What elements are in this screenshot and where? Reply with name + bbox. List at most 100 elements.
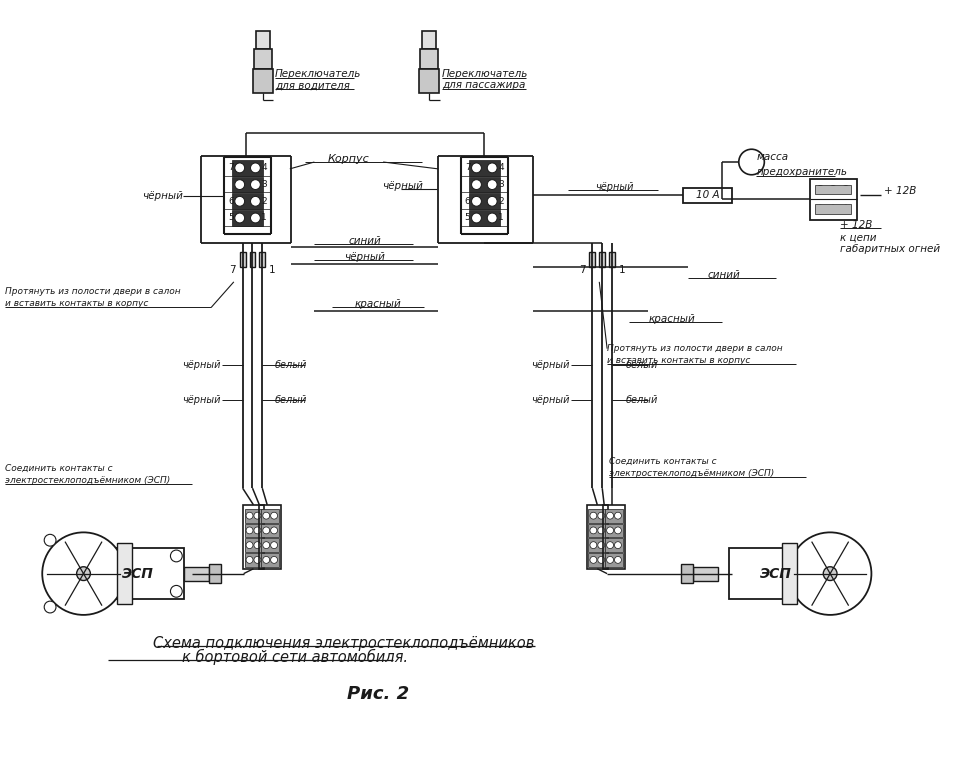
Text: габаритных огней: габаритных огней bbox=[840, 244, 940, 254]
Circle shape bbox=[471, 180, 481, 190]
Bar bbox=[468, 160, 500, 176]
Bar bbox=[117, 544, 132, 604]
Bar bbox=[599, 252, 605, 267]
Bar bbox=[468, 210, 500, 226]
Text: 5: 5 bbox=[228, 214, 233, 223]
Circle shape bbox=[271, 557, 277, 564]
Circle shape bbox=[829, 186, 837, 194]
Circle shape bbox=[842, 186, 850, 194]
Circle shape bbox=[614, 512, 621, 519]
Text: 4: 4 bbox=[261, 163, 267, 173]
Circle shape bbox=[44, 601, 56, 613]
Bar bbox=[605, 538, 623, 552]
Text: синий: синий bbox=[348, 236, 381, 246]
Circle shape bbox=[246, 512, 253, 519]
Bar bbox=[605, 524, 623, 537]
Circle shape bbox=[471, 197, 481, 206]
Circle shape bbox=[816, 186, 825, 194]
Circle shape bbox=[607, 527, 613, 534]
Bar bbox=[809, 179, 856, 220]
Circle shape bbox=[614, 527, 621, 534]
Text: + 12В: + 12В bbox=[884, 187, 917, 197]
Circle shape bbox=[598, 557, 605, 564]
Bar bbox=[683, 187, 732, 204]
Bar bbox=[259, 252, 265, 267]
Bar bbox=[588, 538, 606, 552]
Bar bbox=[184, 567, 208, 581]
Circle shape bbox=[842, 205, 850, 213]
Text: чёрный: чёрный bbox=[142, 191, 182, 201]
Text: чёрный: чёрный bbox=[531, 395, 570, 405]
Circle shape bbox=[251, 180, 260, 190]
Text: 7: 7 bbox=[579, 265, 586, 275]
Circle shape bbox=[590, 512, 597, 519]
Bar bbox=[422, 32, 436, 49]
Bar bbox=[232, 160, 263, 176]
Bar bbox=[603, 505, 625, 569]
Text: Корпус: Корпус bbox=[328, 154, 370, 164]
Bar bbox=[605, 553, 623, 567]
Bar bbox=[240, 252, 246, 267]
Circle shape bbox=[598, 542, 605, 549]
Text: белый: белый bbox=[626, 360, 659, 370]
Text: 6: 6 bbox=[465, 197, 470, 206]
Text: 5: 5 bbox=[465, 214, 470, 223]
Circle shape bbox=[590, 542, 597, 549]
Circle shape bbox=[590, 527, 597, 534]
Text: Рис. 2: Рис. 2 bbox=[348, 685, 409, 703]
Text: 7: 7 bbox=[228, 163, 233, 173]
Circle shape bbox=[824, 567, 837, 581]
Bar bbox=[250, 252, 255, 267]
Circle shape bbox=[254, 557, 261, 564]
Circle shape bbox=[488, 163, 497, 173]
Bar bbox=[261, 524, 279, 537]
Text: 4: 4 bbox=[498, 163, 504, 173]
Bar bbox=[730, 548, 823, 599]
Circle shape bbox=[235, 163, 245, 173]
Circle shape bbox=[235, 213, 245, 223]
Circle shape bbox=[598, 527, 605, 534]
Bar bbox=[245, 538, 262, 552]
Circle shape bbox=[614, 542, 621, 549]
Circle shape bbox=[271, 527, 277, 534]
Circle shape bbox=[488, 213, 497, 223]
Text: белый: белый bbox=[626, 395, 659, 405]
Text: 10 А: 10 А bbox=[696, 190, 719, 200]
Bar bbox=[256, 32, 270, 49]
Bar bbox=[609, 252, 615, 267]
Text: Протянуть из полости двери в салон: Протянуть из полости двери в салон bbox=[5, 287, 180, 296]
Circle shape bbox=[590, 557, 597, 564]
Bar bbox=[259, 505, 281, 569]
Text: чёрный: чёрный bbox=[344, 252, 385, 262]
Text: для водителя: для водителя bbox=[276, 80, 350, 90]
Circle shape bbox=[235, 197, 245, 206]
Text: Схема подключения электростеклоподъёмников: Схема подключения электростеклоподъёмник… bbox=[154, 636, 535, 651]
Text: красный: красный bbox=[648, 315, 695, 324]
Text: 1: 1 bbox=[261, 214, 267, 223]
Text: и вставить контакты в корпус: и вставить контакты в корпус bbox=[5, 299, 148, 308]
Text: и вставить контакты в корпус: и вставить контакты в корпус bbox=[607, 356, 751, 365]
Text: 3: 3 bbox=[498, 180, 504, 189]
Circle shape bbox=[614, 557, 621, 564]
Circle shape bbox=[607, 557, 613, 564]
Bar bbox=[588, 509, 606, 523]
Text: 3: 3 bbox=[261, 180, 267, 189]
Text: ЭСП: ЭСП bbox=[760, 567, 792, 581]
Circle shape bbox=[829, 205, 837, 213]
Text: электростеклоподъёмником (ЭСП): электростеклоподъёмником (ЭСП) bbox=[5, 476, 170, 485]
Text: 2: 2 bbox=[498, 197, 504, 206]
Circle shape bbox=[254, 527, 261, 534]
Text: масса: масса bbox=[756, 152, 788, 162]
Text: красный: красный bbox=[355, 299, 401, 309]
Bar bbox=[232, 177, 263, 193]
Bar bbox=[587, 505, 608, 569]
Circle shape bbox=[739, 150, 764, 175]
Bar bbox=[253, 69, 273, 93]
Bar bbox=[261, 553, 279, 567]
Circle shape bbox=[488, 197, 497, 206]
Circle shape bbox=[251, 213, 260, 223]
Circle shape bbox=[263, 527, 270, 534]
Text: 6: 6 bbox=[228, 197, 233, 206]
Bar bbox=[588, 524, 606, 537]
Circle shape bbox=[246, 527, 253, 534]
